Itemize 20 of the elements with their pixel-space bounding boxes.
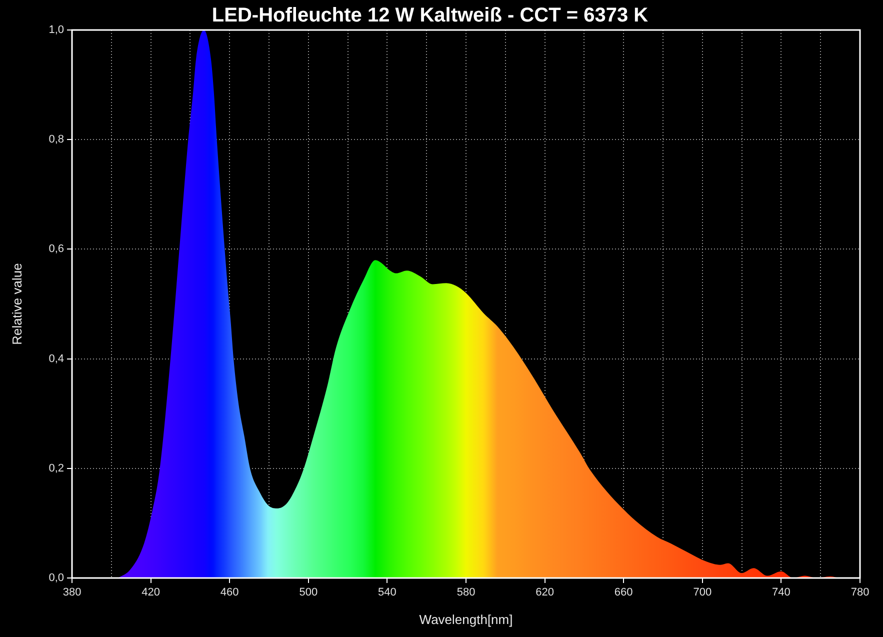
y-tick-label: 0,6 bbox=[48, 243, 64, 256]
chart-title: LED-Hofleuchte 12 W Kaltweiß - CCT = 6373 K bbox=[212, 4, 649, 27]
x-tick-label: 420 bbox=[142, 586, 160, 599]
x-tick-label: 700 bbox=[693, 586, 712, 599]
x-tick-label: 660 bbox=[614, 586, 633, 599]
x-tick-label: 740 bbox=[772, 586, 790, 599]
y-axis-title: Relative value bbox=[9, 263, 24, 345]
y-tick-label: 0,2 bbox=[48, 462, 64, 474]
x-tick-label: 380 bbox=[62, 586, 82, 599]
y-tick-label: 0,8 bbox=[48, 134, 64, 146]
x-axis-title: Wavelength[nm] bbox=[419, 612, 513, 627]
y-tick-label: 0,0 bbox=[48, 572, 64, 584]
y-tick-label: 0,4 bbox=[48, 352, 64, 365]
x-tick-label: 500 bbox=[299, 586, 318, 599]
x-tick-label: 620 bbox=[536, 586, 554, 599]
x-tick-label: 780 bbox=[850, 586, 870, 599]
y-tick-label: 1,0 bbox=[48, 24, 64, 36]
x-tick-label: 540 bbox=[378, 586, 396, 599]
x-tick-label: 580 bbox=[456, 586, 476, 599]
x-tick-label: 460 bbox=[220, 586, 239, 599]
